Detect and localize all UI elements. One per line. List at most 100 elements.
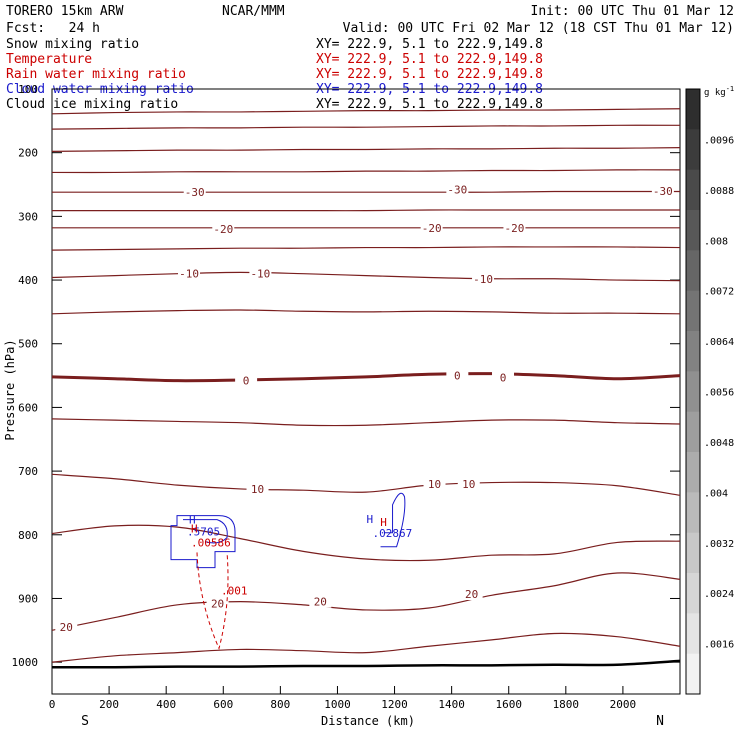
isotherm-label-bg bbox=[206, 597, 229, 610]
y-tick-label: 700 bbox=[18, 465, 38, 478]
isotherm-label-bg bbox=[446, 369, 469, 382]
field-name: Snow mixing ratio bbox=[6, 37, 139, 52]
colorbar-tick-label: .0096 bbox=[704, 135, 734, 146]
isotherm-label-bg bbox=[178, 267, 201, 280]
x-tick-label: 1600 bbox=[495, 698, 522, 711]
colorbar-swatch bbox=[686, 371, 700, 413]
y-tick-label: 600 bbox=[18, 401, 38, 414]
field-name: Temperature bbox=[6, 52, 92, 67]
model-title: TORERO 15km ARW bbox=[6, 4, 124, 19]
center-title: NCAR/MMM bbox=[222, 4, 285, 19]
isotherm-label-bg bbox=[446, 183, 469, 196]
isotherm-label: -10 bbox=[250, 268, 270, 281]
rain-water-max-label: .00586 bbox=[191, 536, 231, 549]
forecast-hour: Fcst: 24 h bbox=[6, 21, 100, 36]
colorbar-tick-label: .0048 bbox=[704, 438, 734, 449]
snow-colorbar: .0096 .0088 .008 .0072 .0064 .0056 .0048 .004 .0… bbox=[685, 85, 734, 695]
y-tick-label: 800 bbox=[18, 529, 38, 542]
isotherm-label: 0 bbox=[454, 370, 461, 383]
cloud-water-high-marker: H bbox=[189, 514, 196, 527]
plot-frame bbox=[51, 88, 681, 695]
colorbar-frame bbox=[685, 88, 701, 695]
isotherm-m40 bbox=[51, 146, 681, 153]
isotherm-label-bg bbox=[246, 482, 269, 495]
isotherm-label-bg bbox=[309, 595, 332, 608]
isotherm-label: -30 bbox=[653, 185, 673, 198]
colorbar-swatch bbox=[686, 532, 700, 574]
isotherm-label: 20 bbox=[211, 598, 224, 611]
field-name: Rain water mixing ratio bbox=[6, 67, 186, 82]
colorbar-swatch bbox=[686, 129, 700, 171]
isotherm-m35 bbox=[51, 169, 681, 174]
isotherm-label-bg bbox=[212, 223, 235, 236]
colorbar-tick-label: .0088 bbox=[704, 186, 734, 197]
isotherm-label: -10 bbox=[179, 268, 199, 281]
colorbar-swatch bbox=[686, 573, 700, 614]
isotherm-m10 bbox=[51, 271, 681, 282]
north-label: N bbox=[656, 714, 664, 729]
isotherm-label-bg bbox=[249, 267, 272, 280]
field-name: Cloud ice mixing ratio bbox=[6, 97, 178, 112]
cloud-water-high-marker-2: H bbox=[367, 513, 374, 526]
cloud-water-max-label-2: .02867 bbox=[373, 527, 413, 540]
header: TORERO 15km ARW NCAR/MMM Init: 00 UTC Th… bbox=[6, 4, 734, 36]
x-tick-label: 1000 bbox=[324, 698, 351, 711]
x-tick-label: 2000 bbox=[610, 698, 637, 711]
isotherm-label: -30 bbox=[185, 186, 205, 199]
x-tick-label: 800 bbox=[270, 698, 290, 711]
y-tick-label: 100 bbox=[18, 83, 38, 96]
y-tick-label: 300 bbox=[18, 210, 38, 223]
colorbar-swatch bbox=[686, 290, 700, 332]
isotherm-25 bbox=[51, 632, 681, 663]
x-tick-label: 200 bbox=[99, 698, 119, 711]
y-tick-label: 400 bbox=[18, 274, 38, 287]
colorbar-swatch bbox=[686, 613, 700, 655]
y-tick-label: 1000 bbox=[12, 656, 39, 669]
isotherm-label: -20 bbox=[504, 222, 524, 235]
x-tick-label: 0 bbox=[49, 698, 56, 711]
y-tick-label: 200 bbox=[18, 147, 38, 160]
isotherm-label-bg bbox=[55, 621, 78, 634]
isotherm-label-bg bbox=[457, 477, 480, 490]
colorbar-swatch bbox=[686, 653, 700, 695]
isotherm-label-bg bbox=[492, 371, 515, 384]
isotherm-5 bbox=[51, 418, 681, 427]
isotherm-m15 bbox=[51, 246, 681, 251]
colorbar-swatch bbox=[686, 331, 700, 372]
colorbar-tick-label: .0024 bbox=[704, 589, 734, 600]
isotherm-m25 bbox=[51, 209, 680, 212]
cloud-water-max-label: .5705 bbox=[187, 526, 220, 539]
colorbar-units-exponent: -1 bbox=[726, 85, 734, 93]
rain-water-contour-label: .001 bbox=[221, 584, 248, 597]
y-tick-label: 900 bbox=[18, 592, 38, 605]
rain-water-high-marker-2: H bbox=[380, 516, 387, 529]
isotherm-label: 20 bbox=[60, 621, 73, 634]
colorbar-tick-label: .0056 bbox=[704, 388, 734, 399]
init-time: Init: 00 UTC Thu 01 Mar 12 bbox=[531, 4, 735, 19]
colorbar-swatch bbox=[686, 89, 700, 130]
isotherm-label: 20 bbox=[465, 588, 478, 601]
isotherm-label: -10 bbox=[473, 273, 493, 286]
colorbar-swatch bbox=[686, 452, 700, 493]
isotherm-label: 0 bbox=[500, 371, 507, 384]
isotherm-0 bbox=[51, 372, 681, 383]
colorbar-tick-label: .0072 bbox=[704, 287, 734, 298]
colorbar-tick-label: .008 bbox=[704, 236, 728, 247]
south-label: S bbox=[81, 714, 89, 729]
isotherm-label-bg bbox=[420, 221, 443, 234]
x-tick-label: 1400 bbox=[438, 698, 465, 711]
field-coords: XY= 222.9, 5.1 to 222.9,149.8 bbox=[316, 97, 543, 112]
colorbar-swatch bbox=[686, 411, 700, 453]
isotherm-label: 20 bbox=[314, 596, 327, 609]
colorbar-tick-label: .0032 bbox=[704, 539, 734, 550]
x-tick-label: 600 bbox=[213, 698, 233, 711]
isotherm-m30 bbox=[51, 190, 680, 193]
colorbar-swatch bbox=[686, 169, 700, 211]
isotherm-label: -30 bbox=[447, 184, 467, 197]
cloud-water-contour bbox=[170, 515, 236, 569]
isotherm-15 bbox=[51, 524, 681, 562]
isotherm-label-bg bbox=[235, 374, 258, 387]
y-tick-label: 500 bbox=[18, 338, 38, 351]
